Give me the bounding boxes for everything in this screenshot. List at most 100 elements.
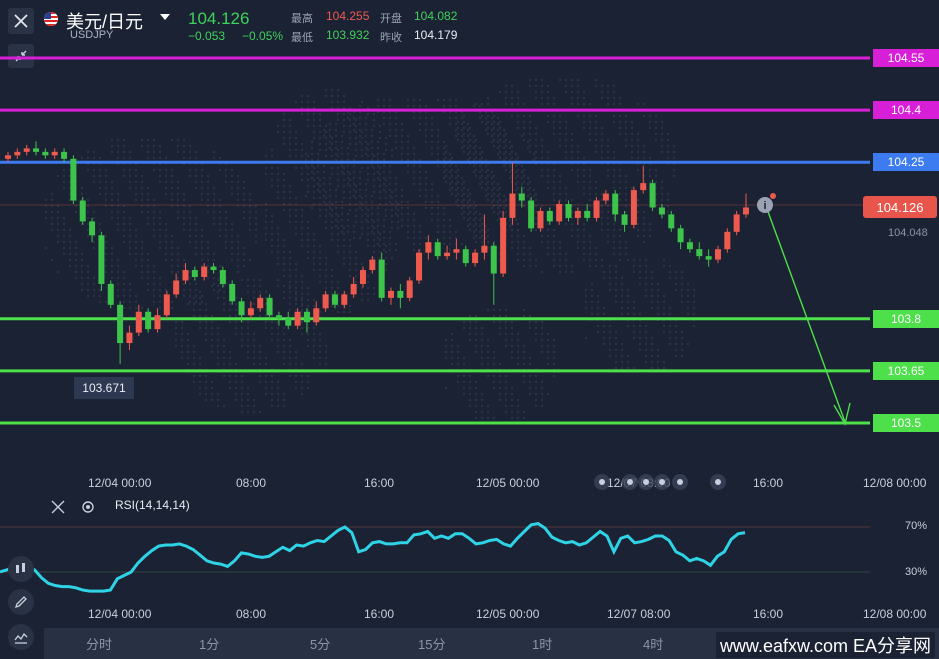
- close-button[interactable]: [8, 8, 34, 34]
- map-dot: [366, 280, 370, 284]
- map-dot: [644, 288, 648, 292]
- map-dot: [340, 212, 344, 216]
- map-dot: [366, 274, 370, 278]
- map-dot: [354, 280, 358, 284]
- map-dot: [552, 132, 556, 136]
- map-dot: [310, 140, 314, 144]
- rsi-settings-gear-icon[interactable]: [80, 499, 96, 515]
- map-dot: [300, 106, 304, 110]
- info-marker-icon[interactable]: i: [757, 193, 776, 213]
- map-dot: [510, 332, 514, 336]
- map-dot: [312, 136, 316, 140]
- collapse-button[interactable]: [8, 44, 34, 68]
- tab-timeframe[interactable]: 15分: [418, 637, 446, 652]
- map-dot: [450, 174, 454, 178]
- chart-scroll-dots[interactable]: [590, 472, 740, 492]
- map-dot: [200, 294, 204, 298]
- map-dot: [264, 232, 268, 236]
- candle: [294, 308, 301, 330]
- map-dot: [282, 208, 286, 212]
- map-dot: [406, 134, 410, 138]
- map-dot: [116, 192, 120, 196]
- map-dot: [354, 202, 358, 206]
- map-dot: [276, 190, 280, 194]
- price-level-label: 104.55: [873, 49, 939, 67]
- map-dot: [288, 142, 292, 146]
- map-dot: [666, 132, 670, 136]
- tab-timeframe[interactable]: 1分: [199, 637, 220, 652]
- map-dot: [650, 288, 654, 292]
- map-dot: [354, 214, 358, 218]
- candle: [565, 200, 572, 222]
- map-dot: [474, 392, 478, 396]
- map-dot: [546, 174, 550, 178]
- map-dot: [540, 398, 544, 402]
- map-dot: [614, 360, 618, 364]
- map-dot: [388, 164, 392, 168]
- draw-tool-button[interactable]: [8, 589, 34, 615]
- rsi-chart[interactable]: [0, 518, 939, 604]
- map-dot: [330, 106, 334, 110]
- map-dot: [680, 300, 684, 304]
- map-dot: [606, 204, 610, 208]
- map-dot: [122, 234, 126, 238]
- map-dot: [490, 176, 494, 180]
- map-dot: [306, 232, 310, 236]
- map-dot: [370, 152, 374, 156]
- map-dot: [474, 320, 478, 324]
- map-dot: [532, 188, 536, 192]
- map-dot: [300, 166, 304, 170]
- map-dot: [564, 120, 568, 124]
- map-dot: [584, 294, 588, 298]
- map-dot: [216, 404, 220, 408]
- map-dot: [242, 186, 246, 190]
- map-dot: [456, 350, 460, 354]
- map-dot: [194, 240, 198, 244]
- map-dot: [288, 262, 292, 266]
- map-dot: [122, 150, 126, 154]
- map-dot: [490, 194, 494, 198]
- tab-timeframe[interactable]: 1时: [532, 637, 553, 652]
- map-dot: [312, 184, 316, 188]
- candles-icon: [16, 563, 25, 573]
- map-dot: [448, 164, 452, 168]
- map-dot: [176, 270, 180, 274]
- map-dot: [218, 264, 222, 268]
- map-dot: [534, 198, 538, 202]
- map-dot: [312, 232, 316, 236]
- map-dot: [194, 216, 198, 220]
- map-dot: [176, 210, 180, 214]
- map-dot: [158, 234, 162, 238]
- map-dot: [502, 152, 506, 156]
- map-dot: [282, 178, 286, 182]
- symbol-dropdown-chevron-icon[interactable]: [160, 14, 170, 20]
- map-dot: [492, 138, 496, 142]
- map-dot: [346, 164, 350, 168]
- map-dot: [50, 258, 54, 262]
- indicator-tool-button[interactable]: [8, 556, 34, 582]
- price-chart[interactable]: i: [0, 44, 939, 496]
- map-dot: [372, 250, 376, 254]
- map-dot: [526, 182, 530, 186]
- map-dot: [312, 356, 316, 360]
- map-dot: [170, 180, 174, 184]
- tab-timeframe[interactable]: 4时: [643, 637, 664, 652]
- map-dot: [56, 270, 60, 274]
- map-dot: [472, 212, 476, 216]
- map-dot: [448, 116, 452, 120]
- map-dot: [510, 234, 514, 238]
- map-dot: [324, 142, 328, 146]
- tab-timeframe[interactable]: 分时: [86, 637, 113, 652]
- map-dot: [74, 270, 78, 274]
- map-dot: [254, 222, 258, 226]
- tab-timeframe[interactable]: 5分: [310, 637, 331, 652]
- rsi-close-icon[interactable]: [50, 499, 66, 515]
- map-dot: [134, 228, 138, 232]
- map-dot: [430, 122, 434, 126]
- map-dot: [128, 300, 132, 304]
- map-dot: [300, 172, 304, 176]
- chart-type-button[interactable]: [8, 624, 34, 650]
- map-dot: [264, 238, 268, 242]
- map-dot: [454, 98, 458, 102]
- symbol-name[interactable]: 美元/日元: [66, 12, 144, 32]
